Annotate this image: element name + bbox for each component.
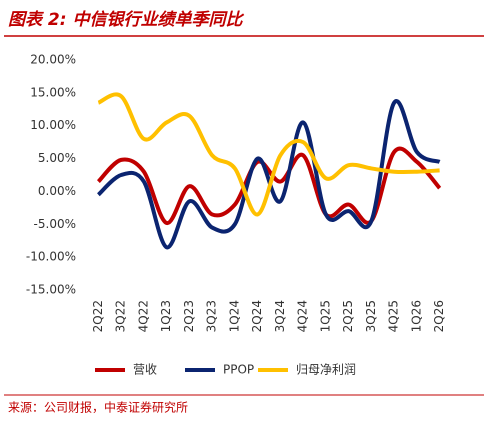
y-tick-label: 15.00% <box>30 85 76 99</box>
series-line <box>97 92 440 217</box>
y-tick-label: -10.00% <box>26 250 76 264</box>
x-tick-label: 2Q22 <box>91 300 105 332</box>
legend-label: 归母净利润 <box>296 363 356 377</box>
legend-label: 营收 <box>133 363 157 377</box>
x-tick-label: 4Q22 <box>136 300 150 332</box>
x-tick-label: 3Q25 <box>364 300 378 332</box>
y-tick-label: 5.00% <box>38 151 76 165</box>
x-tick-label: 2Q24 <box>250 300 264 332</box>
x-tick-label: 3Q23 <box>205 300 219 332</box>
x-tick-label: 4Q24 <box>296 300 310 332</box>
x-tick-label: 2Q26 <box>432 300 446 332</box>
y-tick-label: 20.00% <box>30 53 76 67</box>
series-line <box>96 99 441 250</box>
y-tick-label: 0.00% <box>38 184 76 198</box>
y-tick-label: -15.00% <box>26 283 76 297</box>
chart-title: 图表 2: 中信银行业绩单季同比 <box>8 10 244 30</box>
x-tick-label: 2Q25 <box>341 300 355 332</box>
x-tick-label: 1Q25 <box>318 300 332 332</box>
x-tick-label: 3Q22 <box>114 300 128 332</box>
x-tick-label: 4Q25 <box>387 300 401 332</box>
y-tick-label: 10.00% <box>30 118 76 132</box>
y-tick-label: -5.00% <box>34 217 76 231</box>
legend-label: PPOP <box>223 363 254 377</box>
x-tick-label: 1Q23 <box>159 300 173 332</box>
x-tick-label: 3Q24 <box>273 300 287 332</box>
x-tick-label: 2Q23 <box>182 300 196 332</box>
x-tick-label: 1Q26 <box>409 300 423 332</box>
x-tick-label: 1Q24 <box>227 300 241 332</box>
source: 来源：公司财报，中泰证券研究所 <box>8 400 188 415</box>
